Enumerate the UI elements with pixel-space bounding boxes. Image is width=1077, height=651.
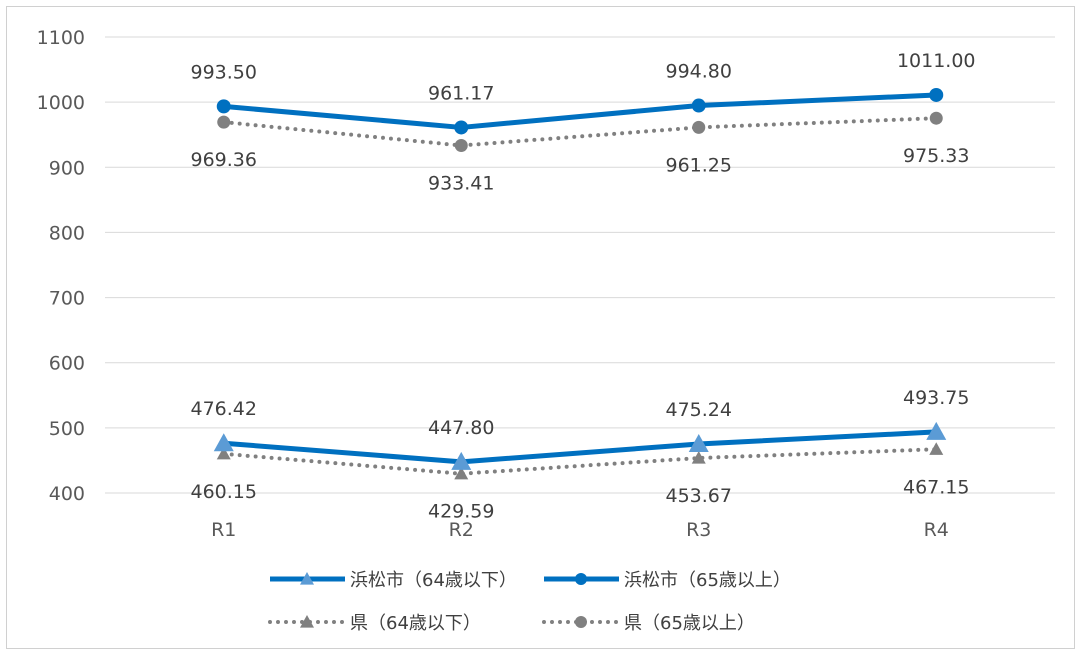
legend-marker (575, 616, 587, 628)
data-label: 429.59 (428, 501, 494, 523)
data-point (451, 451, 472, 470)
series-line (221, 447, 939, 476)
data-point (454, 139, 468, 153)
data-label: 475.24 (666, 399, 732, 421)
data-point (454, 466, 469, 480)
x-tick-label: R4 (924, 519, 949, 541)
data-label: 994.80 (666, 61, 732, 83)
data-label: 969.36 (191, 149, 257, 171)
data-point (691, 451, 706, 464)
data-point (213, 433, 234, 452)
data-label: 961.17 (428, 82, 494, 104)
y-tick-label: 900 (49, 157, 85, 179)
data-label: 447.80 (428, 417, 494, 439)
data-label: 975.33 (903, 145, 969, 167)
data-label: 1011.00 (897, 50, 976, 72)
legend-marker (300, 615, 314, 628)
series-line (221, 116, 939, 148)
legend-label: 浜松市（64歳以下） (350, 570, 517, 591)
legend-label: 浜松市（65歳以上） (624, 570, 791, 591)
legend-marker (575, 573, 587, 585)
data-label: 493.75 (903, 387, 969, 409)
legend-label: 県（64歳以下） (350, 613, 481, 634)
data-point (688, 433, 709, 452)
data-point (216, 446, 231, 460)
y-tick-label: 500 (49, 418, 85, 440)
y-tick-label: 700 (49, 288, 85, 310)
data-label: 467.15 (903, 476, 969, 498)
data-label: 933.41 (428, 173, 494, 195)
y-tick-label: 400 (49, 483, 85, 505)
y-tick-label: 1000 (37, 92, 85, 114)
data-point (926, 421, 947, 440)
legend-label: 県（65歳以上） (624, 613, 755, 634)
y-tick-label: 800 (49, 222, 85, 244)
x-tick-label: R3 (686, 519, 711, 541)
x-tick-label: R1 (211, 519, 236, 541)
data-label: 453.67 (666, 485, 732, 507)
data-point (929, 87, 944, 102)
y-tick-label: 1100 (37, 27, 85, 49)
data-label: 993.50 (191, 61, 257, 83)
legend-marker (300, 572, 314, 585)
data-point (691, 98, 706, 113)
data-label: 476.42 (191, 398, 257, 420)
data-point (454, 120, 469, 135)
data-point (217, 115, 231, 129)
x-tick-label: R2 (449, 519, 474, 541)
data-point (692, 120, 706, 134)
chart-frame (6, 6, 1075, 649)
data-label: 460.15 (191, 481, 257, 503)
data-point (216, 99, 231, 114)
data-point (929, 442, 944, 455)
data-point (929, 111, 943, 125)
y-tick-label: 600 (49, 353, 85, 375)
series-line (223, 429, 937, 465)
data-label: 961.25 (666, 154, 732, 176)
series-line (223, 92, 937, 130)
